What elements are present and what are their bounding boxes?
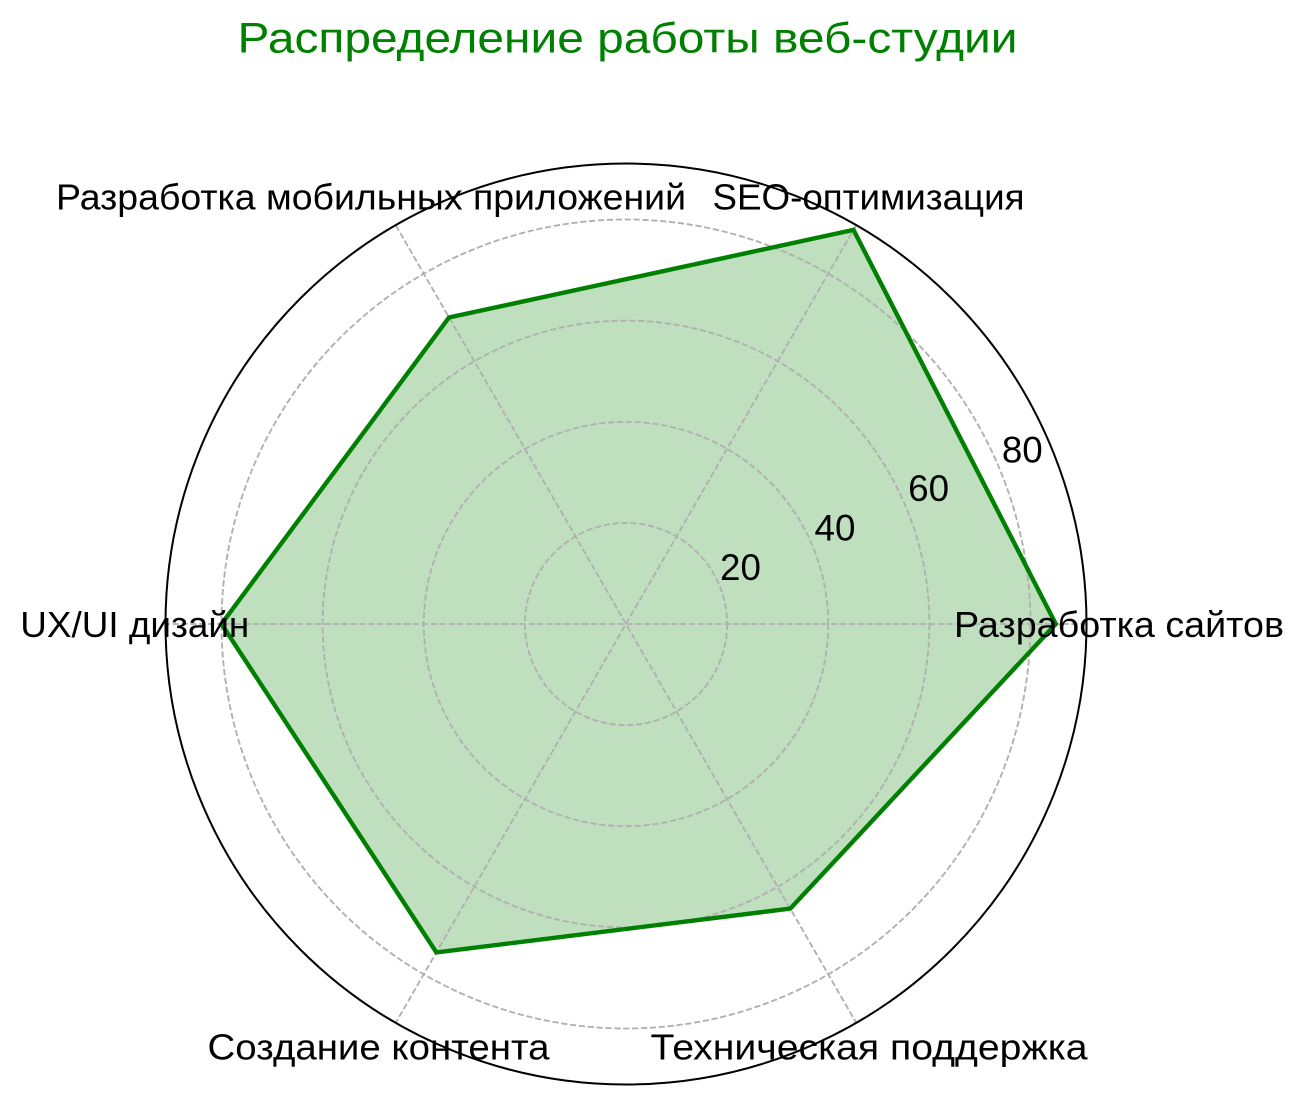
svg-text:UX/UI дизайн: UX/UI дизайн xyxy=(20,604,249,645)
svg-text:20: 20 xyxy=(720,547,761,588)
svg-text:Распределение работы веб-студи: Распределение работы веб-студии xyxy=(238,15,1018,62)
svg-text:SEO-оптимизация: SEO-оптимизация xyxy=(713,176,1025,217)
svg-text:Разработка мобильных приложени: Разработка мобильных приложений xyxy=(56,176,686,217)
svg-text:60: 60 xyxy=(908,468,949,509)
svg-text:80: 80 xyxy=(1002,430,1043,471)
svg-text:Создание контента: Создание контента xyxy=(208,1027,551,1068)
svg-text:Техническая поддержка: Техническая поддержка xyxy=(651,1027,1089,1068)
svg-text:Разработка сайтов: Разработка сайтов xyxy=(954,604,1284,645)
svg-text:40: 40 xyxy=(815,507,856,548)
